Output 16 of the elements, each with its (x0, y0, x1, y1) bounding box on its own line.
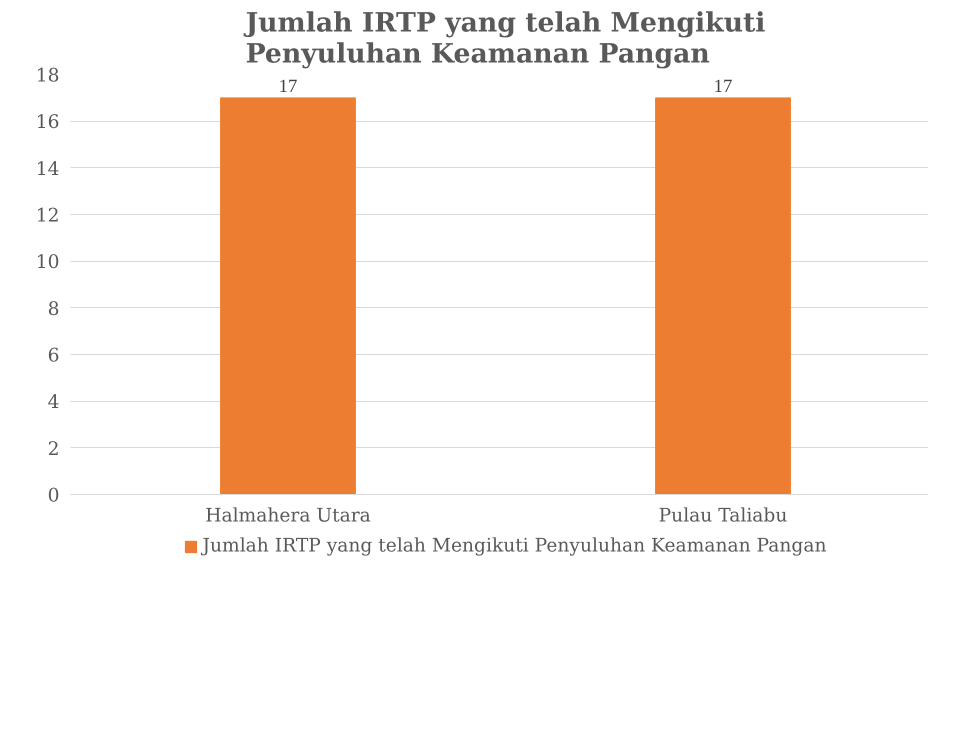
y-tick-label: 12 (36, 206, 60, 226)
data-label: 17 (714, 76, 732, 97)
legend-label: Jumlah IRTP yang telah Mengikuti Penyuluhan Keamanan Pangan (202, 536, 826, 556)
x-tick-label: Halmahera Utara (205, 506, 371, 526)
y-tick-label: 6 (48, 346, 60, 366)
y-tick-label: 4 (48, 392, 60, 414)
y-tick-label: 14 (36, 158, 60, 180)
chart-title: Jumlah IRTP yang telah Mengikuti Penyuluhan Keamanan Pangan (244, 8, 766, 70)
x-tick-label: Pulau Taliabu (658, 506, 788, 526)
y-tick-label: 2 (48, 438, 60, 460)
y-tick-label: 10 (36, 252, 60, 274)
data-label: 17 (278, 76, 298, 97)
y-tick-label: 18 (36, 66, 60, 86)
y-tick-label: 8 (48, 298, 60, 320)
y-tick-label: 16 (36, 112, 60, 134)
y-tick-label: 0 (48, 486, 60, 506)
